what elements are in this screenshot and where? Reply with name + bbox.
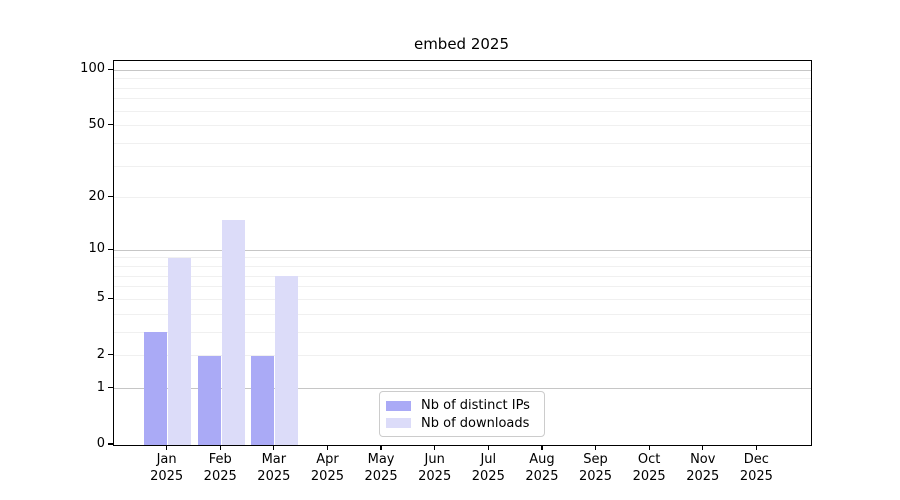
- x-tick-year: 2025: [632, 469, 666, 484]
- x-tick-month: Aug: [529, 452, 555, 467]
- y-tick-label: 5: [96, 290, 105, 306]
- bar-distinct-ips: [197, 355, 221, 445]
- x-tick: [594, 445, 597, 450]
- y-tick-label: 10: [88, 241, 105, 257]
- x-tick-year: 2025: [739, 469, 773, 484]
- x-tick-year: 2025: [150, 469, 184, 484]
- x-tick-label-may: May 2025: [349, 451, 413, 485]
- gridline-minor: [114, 142, 811, 144]
- x-tick-month: Apr: [316, 452, 339, 467]
- x-tick-label-jan: Jan 2025: [135, 451, 199, 485]
- bar-downloads: [168, 257, 192, 445]
- gridline-major: [114, 249, 811, 251]
- x-tick-label-nov: Nov 2025: [671, 451, 735, 485]
- y-tick: [108, 387, 113, 389]
- x-tick-month: Jan: [156, 452, 177, 467]
- x-tick-month: Sep: [583, 452, 608, 467]
- x-tick: [219, 445, 221, 450]
- gridline-minor: [114, 98, 811, 100]
- x-tick: [755, 445, 757, 450]
- x-tick: [434, 445, 436, 450]
- gridline-minor: [114, 78, 811, 80]
- x-tick-month: Mar: [261, 452, 287, 467]
- x-tick: [487, 445, 489, 450]
- x-tick-month: Nov: [690, 452, 716, 467]
- x-tick-label-oct: Oct 2025: [617, 451, 681, 485]
- bar-distinct-ips: [251, 355, 275, 445]
- gridline-minor: [114, 165, 811, 167]
- y-tick: [108, 68, 113, 70]
- x-tick-year: 2025: [203, 469, 237, 484]
- gridline-minor: [114, 87, 811, 89]
- x-tick-year: 2025: [686, 469, 720, 484]
- x-tick-label-feb: Feb 2025: [188, 451, 252, 485]
- gridline-minor: [114, 298, 811, 300]
- x-tick-label-dec: Dec 2025: [724, 451, 788, 485]
- x-tick-label-jun: Jun 2025: [403, 451, 467, 485]
- chart-title: embed 2025: [413, 35, 510, 53]
- legend-item-distinct-ips: Nb of distinct IPs: [386, 397, 536, 414]
- x-tick-month: Jul: [480, 452, 497, 467]
- x-tick-year: 2025: [578, 469, 613, 484]
- y-tick-label: 20: [88, 188, 105, 204]
- bar-downloads: [275, 276, 299, 445]
- x-tick: [702, 445, 704, 450]
- x-tick-label-aug: Aug 2025: [510, 451, 574, 485]
- gridline-minor: [114, 125, 811, 127]
- gridline-minor: [114, 286, 811, 288]
- gridline-minor: [114, 275, 811, 277]
- x-tick-year: 2025: [525, 469, 559, 484]
- y-tick-label: 100: [80, 61, 105, 77]
- gridline-minor: [114, 313, 811, 315]
- gridline-minor: [114, 257, 811, 259]
- y-tick: [108, 124, 113, 126]
- x-tick-month: Feb: [208, 452, 232, 467]
- x-tick-month: Oct: [637, 452, 661, 467]
- gridline-major: [114, 69, 811, 71]
- x-tick-label-sep: Sep 2025: [564, 451, 628, 485]
- y-tick-label: 0: [96, 436, 105, 451]
- x-tick: [166, 445, 168, 450]
- x-tick-month: Jun: [424, 452, 445, 467]
- gridline-minor: [114, 110, 811, 112]
- x-tick-month: Dec: [743, 452, 769, 467]
- x-tick-label-apr: Apr 2025: [295, 451, 359, 485]
- y-tick: [108, 354, 113, 356]
- legend-label-distinct-ips: Nb of distinct IPs: [421, 398, 530, 414]
- x-tick-label-mar: Mar 2025: [242, 451, 306, 485]
- legend: Nb of distinct IPs Nb of downloads: [379, 391, 545, 437]
- gridline-minor: [114, 266, 811, 268]
- legend-label-downloads: Nb of downloads: [421, 415, 530, 431]
- legend-swatch-distinct-ips: [386, 400, 411, 411]
- y-tick: [108, 297, 113, 300]
- legend-item-downloads: Nb of downloads: [386, 415, 536, 432]
- gridline-minor: [114, 331, 811, 333]
- x-tick: [648, 445, 650, 450]
- x-tick-year: 2025: [257, 469, 291, 484]
- x-tick: [326, 445, 329, 450]
- y-tick-label: 50: [88, 116, 105, 132]
- y-tick-label: 2: [96, 346, 105, 362]
- legend-swatch-downloads: [386, 418, 411, 429]
- bar-downloads: [221, 219, 245, 445]
- x-tick-year: 2025: [310, 469, 344, 484]
- plot-area: [113, 60, 812, 446]
- gridline-minor: [114, 355, 811, 357]
- x-tick-month: May: [367, 452, 395, 467]
- y-tick: [108, 196, 113, 198]
- x-tick: [541, 445, 543, 450]
- gridline-minor: [114, 197, 811, 199]
- x-tick-year: 2025: [418, 469, 452, 484]
- y-tick: [108, 443, 113, 445]
- x-tick: [380, 445, 382, 450]
- gridline-major: [114, 388, 811, 390]
- x-tick-label-jul: Jul 2025: [456, 451, 520, 485]
- y-tick: [108, 248, 113, 250]
- y-tick-label: 1: [96, 379, 105, 395]
- x-tick-year: 2025: [471, 469, 505, 484]
- bar-distinct-ips: [144, 332, 168, 445]
- x-tick-year: 2025: [364, 469, 398, 484]
- x-tick: [273, 445, 275, 450]
